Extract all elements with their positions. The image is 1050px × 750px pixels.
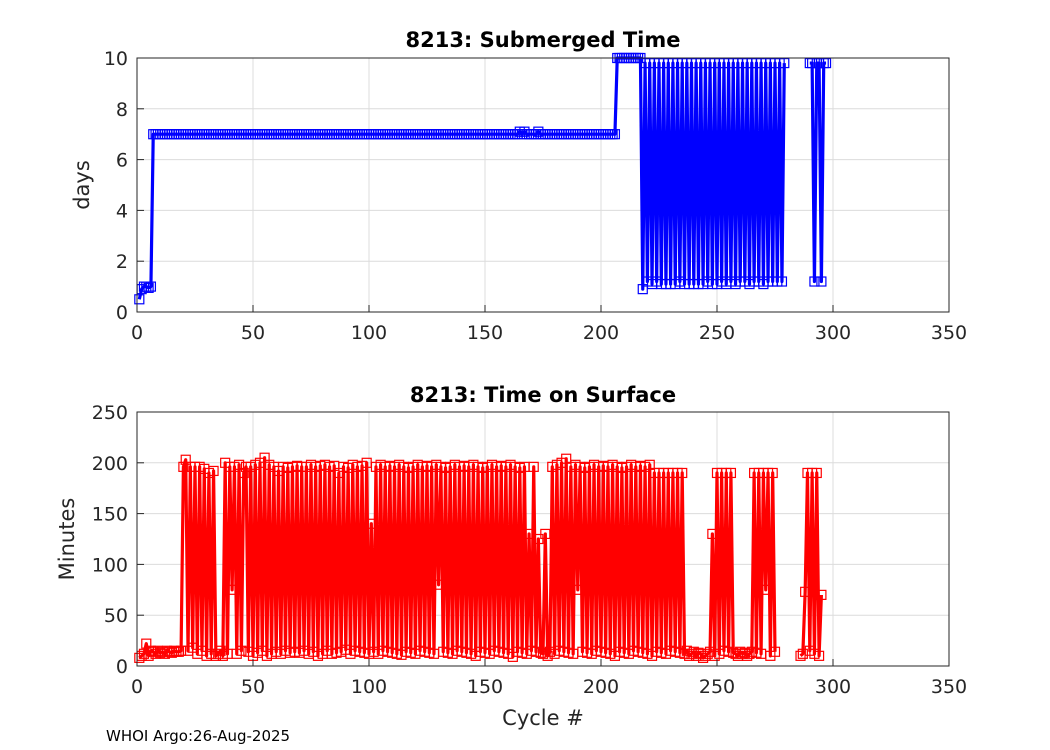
submerged-time-panel: 0 50 100 150 200 250 300 350 0 2 4 6 8 10 8213: Subme… (70, 28, 967, 344)
data-point-marker (816, 589, 827, 600)
data-point-marker (744, 648, 755, 659)
x-tick-label: 250 (699, 322, 735, 344)
x-tick-label: 0 (131, 322, 143, 344)
data-point-marker (809, 276, 820, 287)
time-on-surface-panel: 0 50 100 150 200 250 300 350 0 50 100 150 200 250 821… (55, 383, 967, 730)
footer-stamp: WHOI Argo:26-Aug-2025 (106, 727, 290, 745)
x-tick-label: 200 (583, 676, 619, 698)
data-point-marker (707, 528, 718, 540)
y-tick-label: 2 (116, 251, 128, 273)
data-point-marker (725, 467, 737, 479)
data-point-marker (433, 579, 444, 590)
x-tick-label: 300 (815, 322, 851, 344)
x-tick-label: 350 (931, 676, 967, 698)
chart-title: 8213: Submerged Time (405, 28, 680, 52)
x-tick-label: 100 (351, 676, 387, 698)
x-tick-label: 250 (699, 676, 735, 698)
y-axis-label: Minutes (55, 498, 79, 581)
axes-frame (136, 57, 950, 313)
y-axis-label: days (70, 160, 94, 210)
y-tick-label: 150 (92, 504, 128, 526)
data-point-marker (528, 461, 539, 472)
y-tick-label: 10 (104, 48, 128, 70)
data-point-marker (767, 467, 778, 479)
y-tick-label: 0 (116, 656, 128, 678)
data-point-marker (208, 465, 219, 477)
x-tick-label: 100 (351, 322, 387, 344)
data-point-marker (178, 461, 189, 472)
data-point-marker (134, 294, 145, 305)
data-point-marker (776, 276, 788, 287)
y-tick-label: 200 (92, 453, 128, 475)
data-point-marker (769, 646, 781, 657)
axes-frame (136, 411, 950, 667)
data-point-marker (175, 645, 187, 656)
x-tick-label: 150 (467, 676, 503, 698)
x-axis-label: Cycle # (502, 706, 584, 730)
y-tick-label: 6 (116, 150, 128, 172)
y-tick-label: 4 (116, 200, 128, 222)
plot-area (136, 57, 950, 313)
data-point-marker (816, 276, 827, 287)
data-point-marker (820, 57, 832, 69)
data-point-marker (609, 129, 621, 140)
tick-labels: 0 50 100 150 200 250 300 350 0 50 100 150 200 250 (92, 402, 967, 698)
data-point-marker (227, 584, 238, 595)
series-layer (134, 52, 832, 305)
data-point-marker (800, 586, 811, 597)
data-point-marker (366, 518, 377, 529)
data-point-marker (143, 282, 154, 293)
y-tick-label: 50 (104, 605, 128, 627)
data-point-marker (760, 584, 771, 595)
data-point-marker (238, 467, 249, 479)
data-point-marker (811, 467, 822, 479)
x-tick-label: 50 (241, 676, 265, 698)
x-tick-label: 300 (815, 676, 851, 698)
data-point-marker (540, 528, 551, 540)
data-point-marker (236, 645, 247, 656)
tick-labels: 0 50 100 150 200 250 300 350 0 2 4 6 8 10 (104, 48, 967, 344)
y-tick-label: 0 (116, 302, 128, 324)
y-tick-label: 250 (92, 402, 128, 424)
x-tick-label: 350 (931, 322, 967, 344)
x-tick-label: 0 (131, 676, 143, 698)
series-layer (134, 452, 827, 663)
data-point-marker (677, 467, 688, 479)
chart-title: 8213: Time on Surface (410, 383, 676, 407)
x-tick-label: 150 (467, 322, 503, 344)
data-point-marker (779, 57, 790, 69)
x-tick-label: 50 (241, 322, 265, 344)
y-tick-label: 8 (116, 99, 128, 121)
y-tick-label: 100 (92, 554, 128, 576)
data-point-marker (145, 281, 157, 292)
data-point-marker (797, 648, 808, 659)
x-tick-label: 200 (583, 322, 619, 344)
data-point-marker (813, 650, 825, 661)
data-point-marker (702, 648, 713, 659)
data-point-marker (572, 584, 583, 595)
